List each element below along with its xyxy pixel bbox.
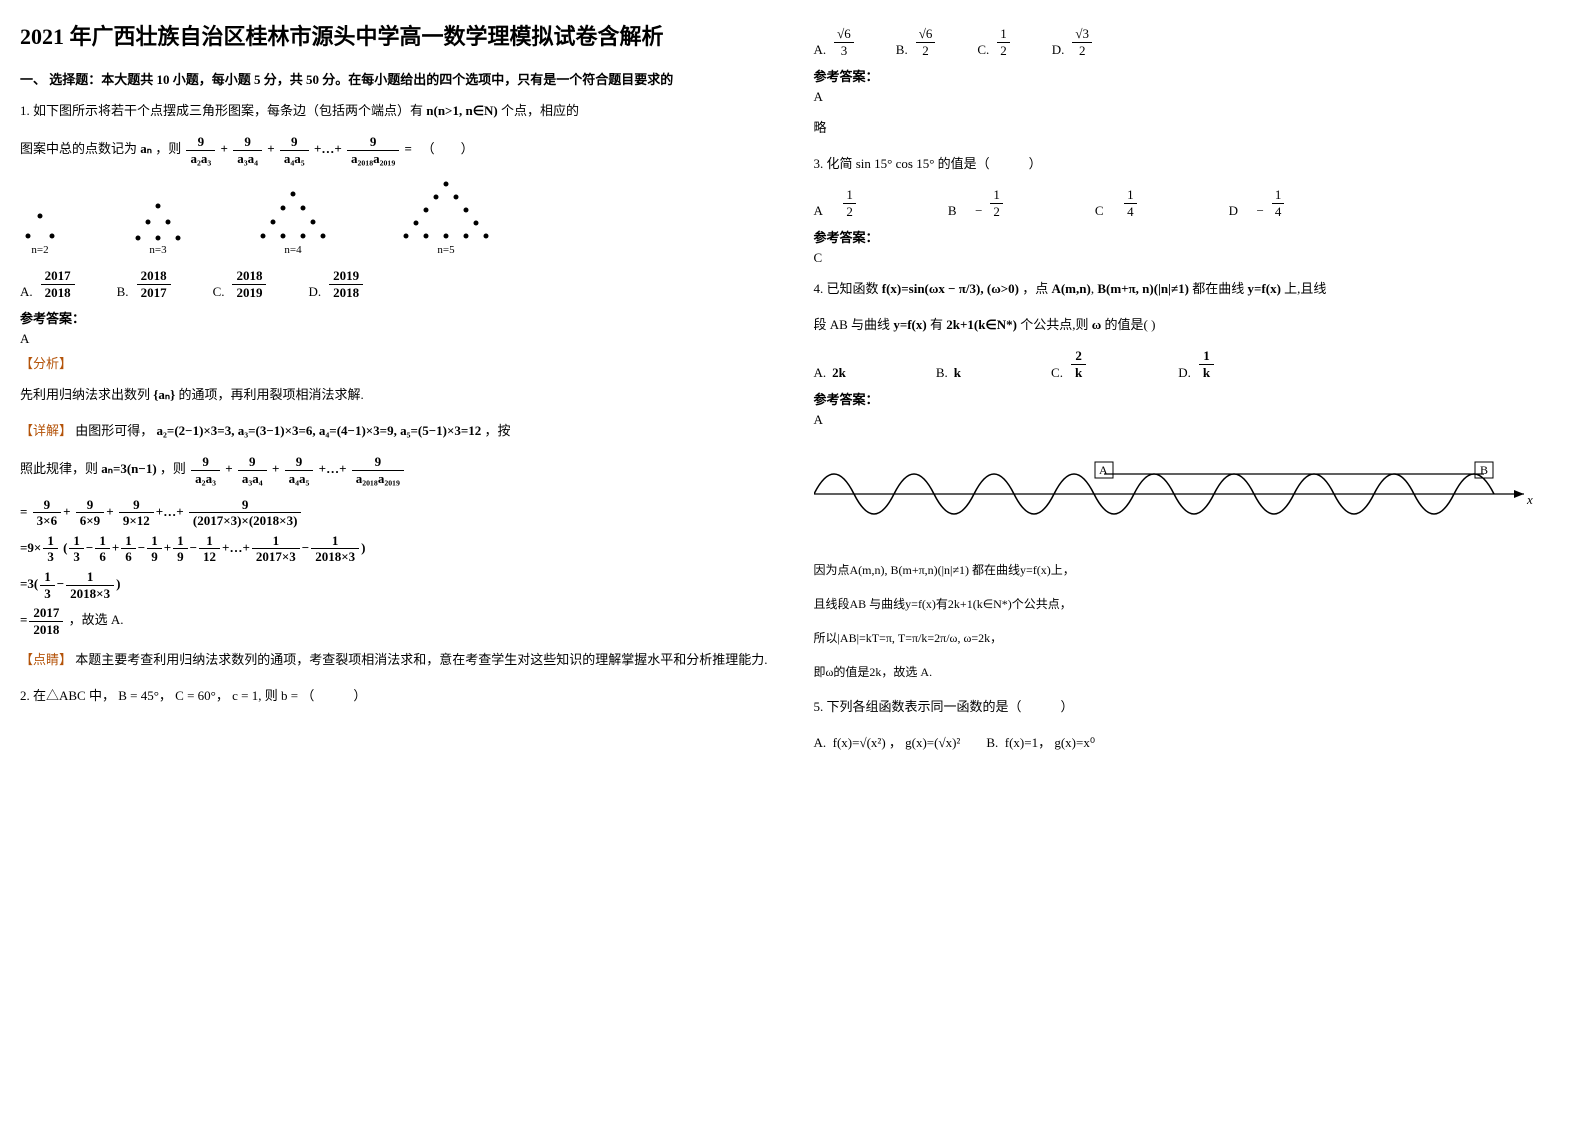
q1-eq4: =20172018 ，故选 A.: [20, 605, 774, 637]
svg-text:x: x: [1526, 492, 1533, 507]
triangle-n2-icon: [20, 210, 60, 244]
q1-triangle-figures: n=2 n=3 n=4: [20, 178, 774, 256]
q3-options: A 12 B −12 C 14 D −14: [814, 187, 1568, 219]
q4-exp1: 因为点A(m,n), B(m+π,n)(|n|≠1) 都在曲线y=f(x)上，: [814, 558, 1568, 582]
q1-line2: 图案中总的点数记为 aₙ ，则 9a₂a₃ + 9a₃a₄ + 9a₄a₅ +……: [20, 134, 774, 166]
q1-point: 【点睛】 本题主要考查利用归纳法求数列的通项，考查裂项相消法求和，意在考查学生对…: [20, 647, 774, 673]
q2-answer: A: [814, 89, 1568, 105]
q1-eq3: =3(13−12018×3): [20, 569, 774, 601]
question-1: 1. 如下图所示将若干个点摆成三角形图案，每条边（包括两个端点）有 n(n>1,…: [20, 98, 774, 124]
triangle-n4-icon: [256, 188, 330, 244]
q4-exp4: 即ω的值是2k，故选 A.: [814, 660, 1568, 684]
q1-stem-b: 个点，相应的: [501, 103, 579, 118]
q4-exp2: 且线段AB 与曲线y=f(x)有2k+1(k∈N*)个公共点，: [814, 592, 1568, 616]
doc-title: 2021 年广西壮族自治区桂林市源头中学高一数学理模拟试卷含解析: [20, 20, 774, 53]
q1-paren: （ ）: [422, 141, 474, 156]
section-1-heading: 一、 选择题：本大题共 10 小题，每小题 5 分，共 50 分。在每小题给出的…: [20, 69, 774, 88]
q2-answer-label: 参考答案：: [814, 66, 1568, 85]
svg-text:A: A: [1099, 463, 1108, 477]
q4-wave-figure: x A B: [814, 444, 1568, 548]
q1-analysis-label: 【分析】: [20, 353, 774, 372]
svg-text:B: B: [1480, 463, 1488, 477]
q1-eq2: =9×13 (13−16+16−19+19−112+…+12017×3−1201…: [20, 533, 774, 565]
q1-stem-d: ，则: [155, 141, 181, 156]
q4-answer-label: 参考答案：: [814, 389, 1568, 408]
q1-stem-a: 1. 如下图所示将若干个点摆成三角形图案，每条边（包括两个端点）有: [20, 103, 423, 118]
q4-exp3: 所以|AB|=kT=π, T=π/k=2π/ω, ω=2k，: [814, 626, 1568, 650]
q4-answer: A: [814, 412, 1568, 428]
q1-answer: A: [20, 331, 774, 347]
q1-answer-label: 参考答案：: [20, 308, 774, 327]
triangle-n3-icon: [130, 200, 186, 244]
q2-brief: 略: [814, 115, 1568, 141]
q5-options-row: A. f(x)=√(x²) ， g(x)=(√x)² B. f(x)=1， g(…: [814, 730, 1568, 756]
question-4b: 段 AB 与曲线 y=f(x) 有 2k+1(k∈N*) 个公共点,则 ω 的值…: [814, 312, 1568, 338]
q1-cond: n(n>1, n∈N): [426, 103, 497, 118]
q1-an: aₙ: [140, 141, 152, 156]
q1-eq1: = 93×6+ 96×9+ 99×12+…+ 9(2017×3)×(2018×3…: [20, 497, 774, 529]
q2-options: A. √63 B. √62 C. 12 D. √32: [814, 26, 1568, 58]
question-3: 3. 化简 sin 15° cos 15° 的值是（ ）: [814, 151, 1568, 177]
q3-answer-label: 参考答案：: [814, 227, 1568, 246]
question-2: 2. 在△ABC 中， B = 45°， C = 60°， c = 1, 则 b…: [20, 683, 774, 709]
q1-detail-2: 照此规律，则 aₙ=3(n−1) ，则 9a₂a₃ + 9a₃a₄ + 9a₄a…: [20, 454, 774, 486]
q4-options: A. 2k B. k C. 2k D. 1k: [814, 348, 1568, 380]
q1-options: A. 20172018 B. 20182017 C. 20182019 D. 2…: [20, 268, 774, 300]
triangle-n5-icon: [400, 178, 492, 244]
question-4: 4. 已知函数 f(x)=sin(ωx − π/3), (ω>0) ，点 A(m…: [814, 276, 1568, 302]
q1-analysis-text: 先利用归纳法求出数列 {aₙ} 的通项，再利用裂项相消法求解.: [20, 382, 774, 408]
q3-answer: C: [814, 250, 1568, 266]
q1-stem-c: 图案中总的点数记为: [20, 141, 137, 156]
question-5: 5. 下列各组函数表示同一函数的是（ ）: [814, 694, 1568, 720]
q1-detail-1: 【详解】 由图形可得， a₂=(2−1)×3=3, a₃=(3−1)×3=6, …: [20, 418, 774, 444]
